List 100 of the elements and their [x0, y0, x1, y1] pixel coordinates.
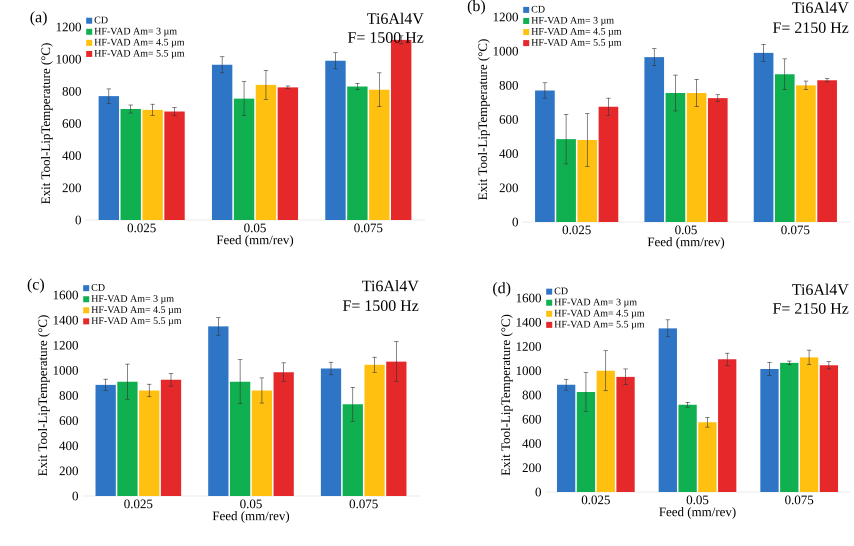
bar [234, 98, 254, 220]
y-tick-label: 200 [522, 463, 541, 472]
bar [800, 357, 818, 492]
y-tick-label: 1200 [494, 12, 518, 22]
x-tick-label: 0.075 [781, 226, 810, 234]
legend-label: HF-VAD Am= 4.5 µm [531, 28, 622, 37]
legend-label: HF-VAD Am= 5.5 µm [91, 317, 182, 326]
bar [598, 106, 618, 222]
y-tick-label: 200 [62, 183, 81, 192]
bar [576, 392, 596, 492]
y-tick-label: 400 [522, 439, 541, 448]
bar [686, 93, 706, 222]
y-axis-title: Exit Tool-LipTemperature (°C) [478, 39, 490, 200]
y-tick-label: 0 [76, 216, 81, 224]
y-tick-label: 1200 [54, 340, 78, 350]
legend-label: HF-VAD Am= 4.5 µm [94, 38, 184, 48]
bar [347, 86, 368, 220]
bar [774, 74, 795, 222]
bar [698, 422, 717, 492]
bar [386, 362, 406, 496]
text: Ti6Al4V [792, 2, 849, 14]
text: Ti6Al4V [792, 284, 849, 295]
y-tick-label: 600 [62, 119, 81, 128]
legend-label: CD [94, 16, 108, 24]
y-axis-title: Exit Tool-LipTemperature (°C) [38, 315, 50, 476]
text: (d) [493, 282, 510, 297]
y-tick-label: 200 [60, 466, 78, 476]
x-axis-title: Feed (mm/rev) [659, 507, 736, 519]
x-tick-label: 0.05 [240, 500, 262, 508]
y-tick-label: 600 [522, 414, 541, 424]
x-tick-label: 0.025 [562, 226, 591, 234]
y-tick-label: 1400 [516, 318, 541, 327]
bar [754, 52, 774, 222]
bar [644, 57, 664, 222]
bar [256, 84, 276, 220]
x-tick-label: 0.05 [244, 224, 266, 232]
y-tick-label: 400 [62, 151, 81, 160]
y-tick-label: 1000 [54, 366, 78, 375]
bar [342, 404, 363, 496]
bar [142, 110, 163, 220]
x-tick-label: 0.075 [785, 496, 814, 504]
y-tick-label: 1200 [516, 342, 541, 351]
y-tick-label: 400 [59, 441, 78, 450]
bar [820, 365, 838, 492]
bar [780, 362, 798, 492]
x-tick-label: 0.05 [675, 226, 697, 234]
bar [208, 326, 228, 496]
x-axis-title: Feed (mm/rev) [648, 237, 724, 249]
text: (a) [30, 11, 47, 26]
annotation: F= 2150 Hz [772, 303, 848, 314]
bar [666, 93, 686, 222]
bar [796, 85, 816, 222]
y-tick-label: 0 [536, 488, 541, 496]
bar [274, 372, 294, 496]
legend-label: HF-VAD Am= 4.5 µm [554, 310, 644, 318]
y-tick-label: 800 [522, 390, 541, 400]
y-tick-label: 1600 [54, 290, 78, 300]
x-axis-title: Feed (mm/rev) [212, 511, 290, 523]
bar [556, 384, 576, 492]
y-tick-label: 1000 [516, 366, 541, 376]
y-tick-label: 200 [500, 183, 518, 192]
y-tick-label: 0 [512, 218, 518, 226]
bar [718, 359, 736, 492]
bar [364, 364, 385, 496]
y-axis-title: Exit Tool-LipTemperature (°C) [40, 43, 53, 204]
bar [577, 140, 598, 222]
bar [556, 139, 576, 222]
x-tick-label: 0.075 [350, 500, 378, 508]
x-tick-label: 0.075 [354, 224, 382, 232]
bar [278, 87, 298, 220]
bar [139, 390, 160, 496]
bar [817, 80, 837, 222]
bar [252, 390, 272, 496]
y-tick-label: 1400 [54, 316, 78, 324]
y-tick-label: 600 [60, 416, 78, 425]
bar [120, 109, 141, 220]
legend-label: HF-VAD Am= 5.5 µm [94, 50, 184, 59]
bar [369, 90, 390, 220]
bar [117, 382, 138, 496]
bar [164, 111, 185, 220]
y-axis-title: Exit Tool-LipTemperature (°C) [501, 314, 513, 476]
bar [616, 376, 635, 492]
legend-label: CD [92, 284, 105, 291]
y-tick-label: 800 [60, 391, 78, 400]
legend-label: HF-VAD Am= 3 µm [94, 28, 177, 36]
bar [98, 96, 120, 220]
bar [96, 384, 116, 496]
bar [160, 380, 182, 496]
bar [320, 368, 342, 496]
legend-label: CD [532, 6, 545, 13]
legend-label: CD [554, 288, 568, 294]
bar [325, 60, 346, 220]
y-tick-label: 1200 [56, 22, 81, 32]
bar [212, 64, 232, 220]
bar [708, 98, 728, 222]
x-tick-label: 0.025 [582, 496, 610, 504]
bar [596, 370, 615, 492]
text: (b) [468, 0, 485, 14]
annotation: F= 1500 Hz [348, 32, 424, 43]
legend-label: HF-VAD Am= 5.5 µm [531, 39, 622, 48]
